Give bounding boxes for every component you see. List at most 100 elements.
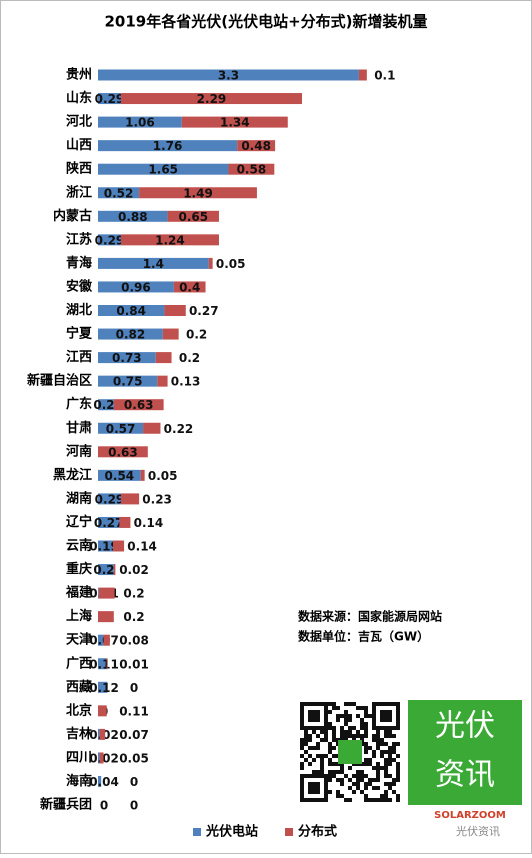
bar-segment xyxy=(98,681,108,693)
qr-cell xyxy=(300,738,304,742)
y-tick-label: 四川 xyxy=(66,750,92,765)
qr-cell xyxy=(364,798,368,802)
bar-segment xyxy=(113,564,116,576)
qr-cell xyxy=(324,782,328,786)
bar-segment xyxy=(98,776,102,787)
qr-cell xyxy=(364,710,368,714)
data-label: 0.22 xyxy=(164,422,194,436)
qr-cell xyxy=(388,726,392,730)
qr-cell xyxy=(344,702,348,706)
y-tick-label: 福建 xyxy=(65,585,92,601)
qr-cell xyxy=(324,778,328,782)
y-tick-label: 贵州 xyxy=(66,67,92,83)
qr-cell xyxy=(320,730,324,734)
qr-center xyxy=(338,740,362,764)
qr-cell xyxy=(380,726,384,730)
bar-segment xyxy=(106,658,108,670)
bar-segment xyxy=(98,564,114,576)
y-tick-label: 湖北 xyxy=(66,303,92,318)
qr-cell xyxy=(352,734,356,738)
data-label: 0.07 xyxy=(119,728,149,742)
qr-cell xyxy=(396,718,400,722)
qr-cell xyxy=(364,782,368,786)
legend-label: 光伏电站 xyxy=(205,824,258,840)
qr-cell xyxy=(388,754,392,758)
qr-cell xyxy=(324,710,328,714)
qr-cell xyxy=(324,754,328,758)
qr-cell xyxy=(308,798,312,802)
qr-cell xyxy=(376,766,380,770)
qr-cell xyxy=(316,770,320,774)
data-label: 0.14 xyxy=(127,540,157,554)
data-label: 0.88 xyxy=(118,210,148,224)
data-label: 0.75 xyxy=(113,375,143,389)
data-label: 0.84 xyxy=(116,304,146,318)
qr-cell xyxy=(356,770,360,774)
qr-cell xyxy=(332,774,336,778)
data-label: 0.02 xyxy=(119,563,149,577)
qr-code xyxy=(298,700,402,804)
qr-cell xyxy=(340,778,344,782)
bar-segment xyxy=(98,752,100,764)
data-label: 0.2 xyxy=(93,563,114,577)
bar-segment xyxy=(103,634,110,646)
data-label: 0.27 xyxy=(189,304,219,318)
qr-cell xyxy=(384,758,388,762)
qr-cell xyxy=(320,726,324,730)
bar-segment xyxy=(113,399,164,411)
qr-cell xyxy=(312,774,316,778)
qr-cell xyxy=(384,718,388,722)
qr-cell xyxy=(392,790,396,794)
qr-cell xyxy=(316,754,320,758)
qr-cell xyxy=(316,710,320,714)
qr-cell xyxy=(308,702,312,706)
bar-segment xyxy=(358,69,367,81)
legend-label: 分布式 xyxy=(298,824,337,840)
bar-segment xyxy=(120,234,219,246)
bar-segment xyxy=(98,328,163,340)
qr-cell xyxy=(360,770,364,774)
qr-cell xyxy=(364,722,368,726)
qr-cell xyxy=(348,766,352,770)
qr-cell xyxy=(356,774,360,778)
y-tick-label: 山西 xyxy=(66,137,92,153)
qr-cell xyxy=(388,758,392,762)
qr-cell xyxy=(368,798,372,802)
qr-cell xyxy=(388,786,392,790)
qr-cell xyxy=(312,726,316,730)
data-label: 0.57 xyxy=(106,422,136,436)
y-tick-label: 广西 xyxy=(66,655,92,671)
qr-cell xyxy=(316,718,320,722)
qr-cell xyxy=(364,762,368,766)
qr-cell xyxy=(392,726,396,730)
qr-cell xyxy=(308,782,312,786)
qr-cell xyxy=(312,702,316,706)
qr-cell xyxy=(316,782,320,786)
bar-segment xyxy=(98,210,168,222)
qr-cell xyxy=(372,738,376,742)
qr-cell xyxy=(380,750,384,754)
data-label: 0.96 xyxy=(121,280,151,294)
bar-segment xyxy=(162,328,179,340)
qr-cell xyxy=(376,778,380,782)
qr-cell xyxy=(380,798,384,802)
qr-cell xyxy=(312,790,316,794)
qr-cell xyxy=(388,714,392,718)
qr-cell xyxy=(388,774,392,778)
qr-cell xyxy=(372,706,376,710)
y-tick-label: 山东 xyxy=(66,90,92,106)
y-tick-label: 宁夏 xyxy=(66,326,93,342)
qr-cell xyxy=(360,734,364,738)
qr-cell xyxy=(384,766,388,770)
data-label: 1.49 xyxy=(183,186,213,200)
qr-cell xyxy=(392,778,396,782)
data-label: 0.01 xyxy=(119,657,149,671)
qr-cell xyxy=(320,754,324,758)
bar-segment xyxy=(98,187,140,199)
qr-cell xyxy=(324,790,328,794)
qr-cell xyxy=(376,762,380,766)
qr-cell xyxy=(340,794,344,798)
qr-cell xyxy=(356,730,360,734)
data-label: 0.08 xyxy=(119,634,149,648)
